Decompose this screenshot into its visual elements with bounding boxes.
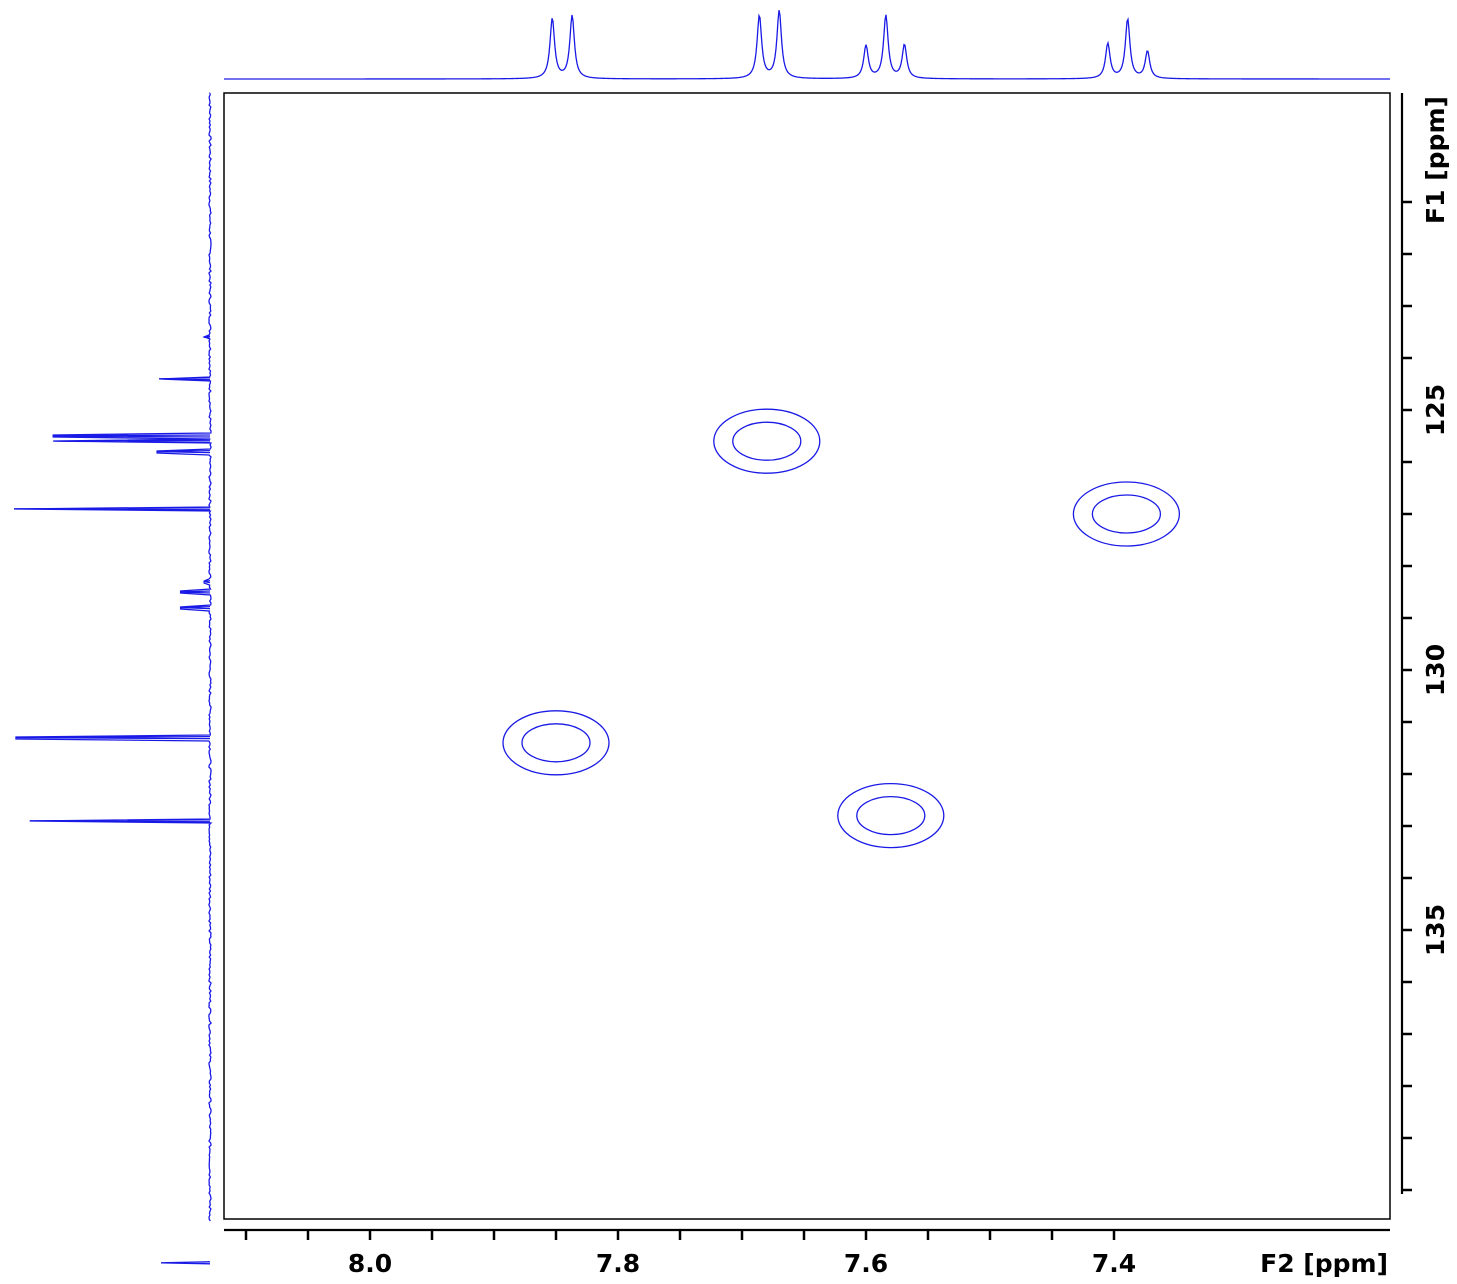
cross-peak-1	[713, 408, 821, 474]
f1-tick-label: 130	[1421, 644, 1450, 696]
cross-peak-3	[502, 710, 610, 776]
f2-tick-label: 8.0	[348, 1249, 392, 1278]
f2-tick-label: 7.6	[844, 1249, 888, 1278]
f2-tick-label: 7.8	[596, 1249, 640, 1278]
cross-peak-2	[1072, 481, 1181, 547]
contour-outer	[502, 710, 610, 776]
f2-tick-label: 7.4	[1092, 1249, 1136, 1278]
contour-inner	[1091, 494, 1162, 534]
contour-outer	[713, 408, 821, 474]
contour-inner	[856, 795, 926, 836]
contour-inner	[521, 723, 591, 763]
f2-axis-title: F2 [ppm]	[1260, 1249, 1388, 1278]
f1-tick-label: 125	[1421, 384, 1450, 436]
contour-outer	[837, 782, 945, 849]
f1-projection-spectrum	[13, 92, 213, 1265]
plot-frame	[223, 92, 1391, 1220]
contour-inner	[732, 421, 802, 461]
cross-peak-contours	[502, 408, 1181, 849]
f1-tick-label: 135	[1421, 904, 1450, 956]
f2-axis: 8.0 7.8 7.6 7.4	[224, 1228, 1390, 1278]
cross-peak-4	[837, 782, 945, 849]
contour-outer	[1072, 481, 1181, 547]
f1-axis-title: F1 [ppm]	[1421, 96, 1450, 224]
f2-projection-spectrum	[224, 10, 1390, 80]
f1-axis: 125 130 135	[1400, 93, 1450, 1194]
